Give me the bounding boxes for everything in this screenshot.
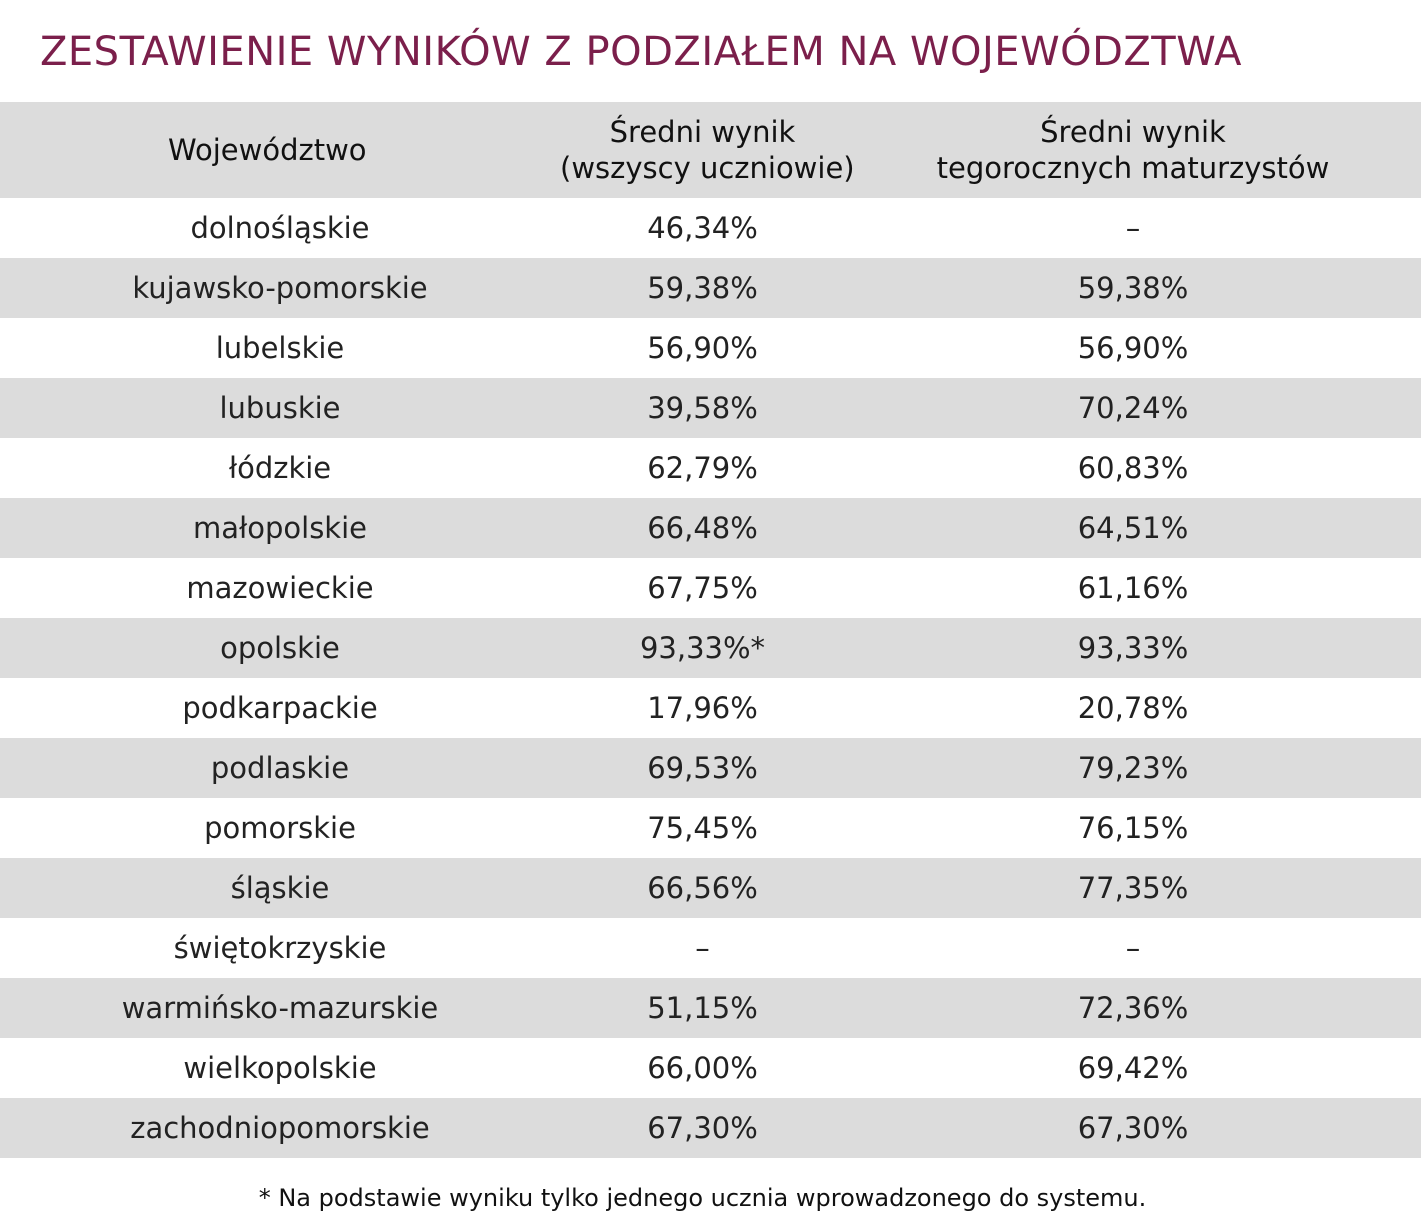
table-row: warmińsko-mazurskie 51,15% 72,36% xyxy=(0,978,1421,1038)
voivodeship-cell: dolnośląskie xyxy=(0,198,560,258)
avg-graduates-cell: 69,42% xyxy=(1077,1051,1189,1085)
table-row: podkarpackie 17,96% 20,78% xyxy=(0,678,1421,738)
table-body: dolnośląskie 46,34% – kujawsko-pomorskie 59,… xyxy=(0,198,1421,1158)
avg-graduates-cell: 59,38% xyxy=(845,258,1421,318)
voivodeship-cell: opolskie xyxy=(0,618,560,678)
table-row: śląskie 66,56% 77,35% xyxy=(0,858,1421,918)
avg-graduates-cell: 64,51% xyxy=(845,498,1421,558)
table-row: dolnośląskie 46,34% – xyxy=(0,198,1421,258)
avg-all-cell: 59,38% xyxy=(560,258,845,318)
voivodeship-name: zachodniopomorskie xyxy=(130,1111,430,1145)
voivodeship-cell: kujawsko-pomorskie xyxy=(0,258,560,318)
avg-all-cell: 66,56% xyxy=(560,858,845,918)
avg-graduates-cell: 67,30% xyxy=(845,1098,1421,1158)
avg-all-cell: 46,34% xyxy=(647,211,758,245)
table-row: lubuskie 39,58% 70,24% xyxy=(0,378,1421,438)
avg-all-cell: 62,79% xyxy=(647,451,758,485)
table-row: opolskie 93,33%* 93,33% xyxy=(0,618,1421,678)
avg-all-cell: – xyxy=(695,931,710,965)
table-row: lubelskie 56,90% 56,90% xyxy=(0,318,1421,378)
voivodeship-cell: śląskie xyxy=(0,858,560,918)
avg-all-cell: 93,33%* xyxy=(560,618,845,678)
avg-graduates-cell: 79,23% xyxy=(845,738,1421,798)
avg-all-cell: 75,45% xyxy=(647,811,758,845)
table-row: zachodniopomorskie 67,30% 67,30% xyxy=(0,1098,1421,1158)
voivodeship-cell: łódzkie xyxy=(0,438,560,498)
voivodeship-name: wielkopolskie xyxy=(183,1051,377,1085)
table-row: podlaskie 69,53% 79,23% xyxy=(0,738,1421,798)
avg-graduates-cell: 56,90% xyxy=(1077,331,1189,365)
voivodeship-cell: świętokrzyskie xyxy=(0,918,560,978)
voivodeship-name: lubuskie xyxy=(219,391,341,425)
avg-graduates-cell: 72,36% xyxy=(845,978,1421,1038)
table-row: wielkopolskie 66,00% 69,42% xyxy=(0,1038,1421,1098)
avg-graduates-cell: – xyxy=(1125,931,1141,965)
table-header-row: Województwo Średni wynik (wszyscy ucznio… xyxy=(0,102,1421,198)
avg-graduates-cell: 20,78% xyxy=(1077,691,1189,725)
voivodeship-name: warmińsko-mazurskie xyxy=(121,991,439,1025)
voivodeship-cell: małopolskie xyxy=(0,498,560,558)
voivodeship-name: lubelskie xyxy=(215,331,345,365)
avg-all-cell: 51,15% xyxy=(560,978,845,1038)
column-header-avg-graduates: Średni wynik tegorocznych maturzystów xyxy=(845,102,1421,198)
avg-graduates-cell: 77,35% xyxy=(845,858,1421,918)
avg-all-cell: 39,58% xyxy=(560,378,845,438)
table-row: pomorskie 75,45% 76,15% xyxy=(0,798,1421,858)
voivodeship-cell: warmińsko-mazurskie xyxy=(0,978,560,1038)
voivodeship-name: świętokrzyskie xyxy=(173,931,387,965)
voivodeship-name: śląskie xyxy=(230,871,330,905)
footnote: * Na podstawie wyniku tylko jednego uczn… xyxy=(258,1184,1147,1212)
voivodeship-cell: lubelskie xyxy=(0,318,560,378)
voivodeship-name: dolnośląskie xyxy=(190,211,370,245)
avg-all-cell: 17,96% xyxy=(647,691,758,725)
avg-all-cell: 67,30% xyxy=(560,1098,845,1158)
voivodeship-cell: zachodniopomorskie xyxy=(0,1098,560,1158)
results-table: Województwo Średni wynik (wszyscy ucznio… xyxy=(0,102,1421,1158)
avg-all-cell: 67,75% xyxy=(647,571,758,605)
table-row: mazowieckie 67,75% 61,16% xyxy=(0,558,1421,618)
voivodeship-cell: podlaskie xyxy=(0,738,560,798)
table-row: łódzkie 62,79% 60,83% xyxy=(0,438,1421,498)
voivodeship-name: mazowieckie xyxy=(186,571,374,605)
voivodeship-name: pomorskie xyxy=(204,811,356,845)
avg-graduates-cell: – xyxy=(1125,211,1141,245)
table-row: kujawsko-pomorskie 59,38% 59,38% xyxy=(0,258,1421,318)
voivodeship-cell: mazowieckie xyxy=(0,558,560,618)
table-row: małopolskie 66,48% 64,51% xyxy=(0,498,1421,558)
voivodeship-cell: lubuskie xyxy=(0,378,560,438)
avg-graduates-cell: 61,16% xyxy=(1077,571,1189,605)
table-row: świętokrzyskie – – xyxy=(0,918,1421,978)
avg-graduates-cell: 60,83% xyxy=(1077,451,1189,485)
avg-all-cell: 56,90% xyxy=(647,331,758,365)
avg-graduates-cell: 93,33% xyxy=(845,618,1421,678)
voivodeship-cell: podkarpackie xyxy=(0,678,560,738)
avg-all-cell: 69,53% xyxy=(560,738,845,798)
voivodeship-name: kujawsko-pomorskie xyxy=(132,271,428,305)
avg-graduates-cell: 70,24% xyxy=(845,378,1421,438)
voivodeship-cell: pomorskie xyxy=(0,798,560,858)
avg-all-cell: 66,00% xyxy=(647,1051,758,1085)
column-header-avg-all: Średni wynik (wszyscy uczniowie) xyxy=(560,102,855,198)
voivodeship-name: podkarpackie xyxy=(182,691,378,725)
avg-graduates-cell: 76,15% xyxy=(1077,811,1189,845)
voivodeship-name: małopolskie xyxy=(192,511,367,545)
avg-all-cell: 66,48% xyxy=(560,498,845,558)
voivodeship-cell: wielkopolskie xyxy=(0,1038,560,1098)
voivodeship-name: łódzkie xyxy=(228,451,332,485)
column-header-voivodeship: Województwo xyxy=(0,102,560,198)
voivodeship-name: podlaskie xyxy=(210,751,350,785)
page-title: ZESTAWIENIE WYNIKÓW Z PODZIAŁEM NA WOJEW… xyxy=(40,29,1242,75)
voivodeship-name: opolskie xyxy=(220,631,340,665)
